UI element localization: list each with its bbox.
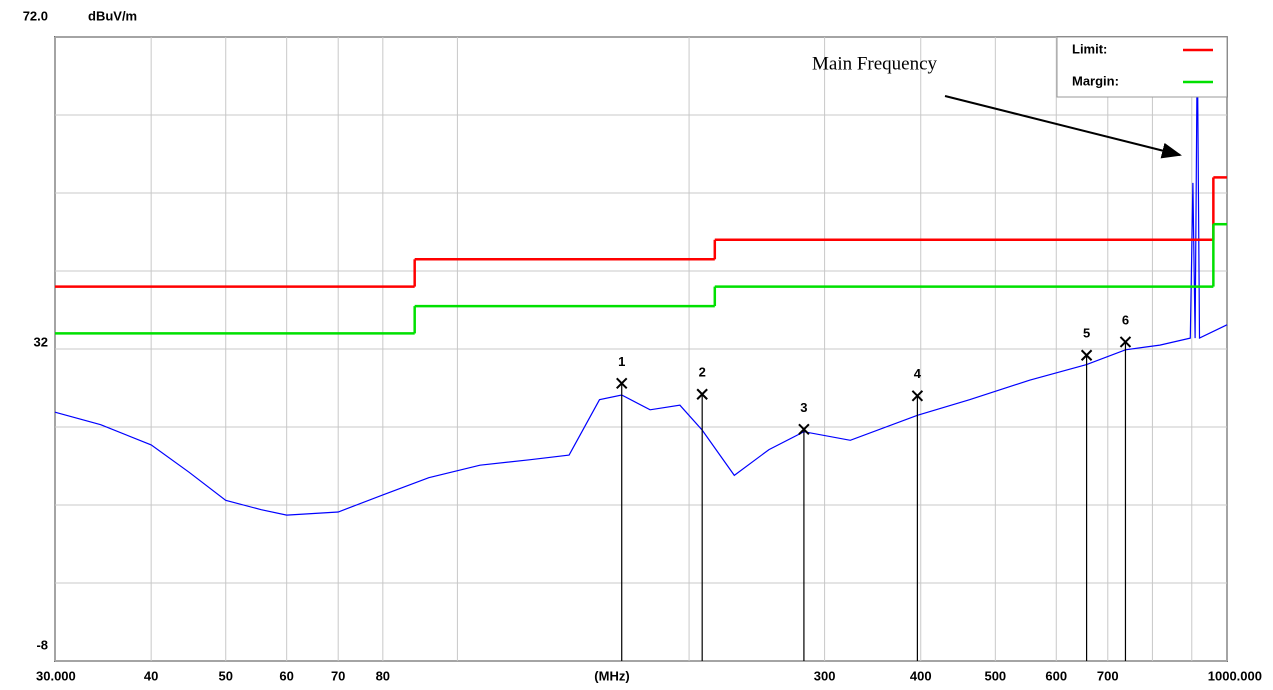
marker-cross	[696, 388, 708, 400]
marker-label: 1	[618, 354, 625, 369]
marker-cross	[798, 423, 810, 436]
x-tick-label: 40	[144, 668, 158, 683]
marker-cross	[911, 390, 924, 402]
x-tick-label: 1000.000	[1208, 668, 1262, 683]
legend-box	[1056, 36, 1228, 98]
x-tick-label: 600	[1045, 668, 1067, 683]
x-tick-label: 60	[279, 668, 293, 683]
marker-label: 5	[1083, 326, 1090, 341]
x-tick-label: 80	[376, 668, 390, 683]
legend-label: Limit:	[1072, 41, 1107, 56]
y-tick-label: 32	[34, 334, 48, 349]
x-tick-label: 300	[814, 668, 836, 683]
x-tick-label: 70	[331, 668, 345, 683]
x-tick-label: 500	[984, 668, 1006, 683]
x-axis-unit: (MHz)	[594, 668, 629, 683]
x-tick-label: 400	[910, 668, 932, 683]
marker-label: 6	[1122, 312, 1129, 327]
marker-label: 3	[800, 400, 807, 415]
annotation-arrow	[944, 95, 1182, 159]
spectrum-trace	[54, 36, 1228, 516]
y-tick-label: 72.0	[23, 8, 48, 23]
x-tick-label: 30.000	[36, 668, 76, 683]
y-axis-unit: dBuV/m	[88, 8, 137, 23]
y-tick-label: -8	[36, 637, 48, 652]
legend-label: Margin:	[1072, 73, 1119, 88]
marker-cross	[1119, 336, 1132, 348]
annotation: Main Frequency	[812, 53, 938, 74]
marker-label: 4	[914, 366, 922, 381]
marker-label: 2	[699, 365, 706, 380]
x-tick-label: 50	[218, 668, 232, 683]
x-tick-label: 700	[1097, 668, 1119, 683]
marker-cross	[1080, 349, 1093, 361]
marker-cross	[616, 377, 628, 390]
